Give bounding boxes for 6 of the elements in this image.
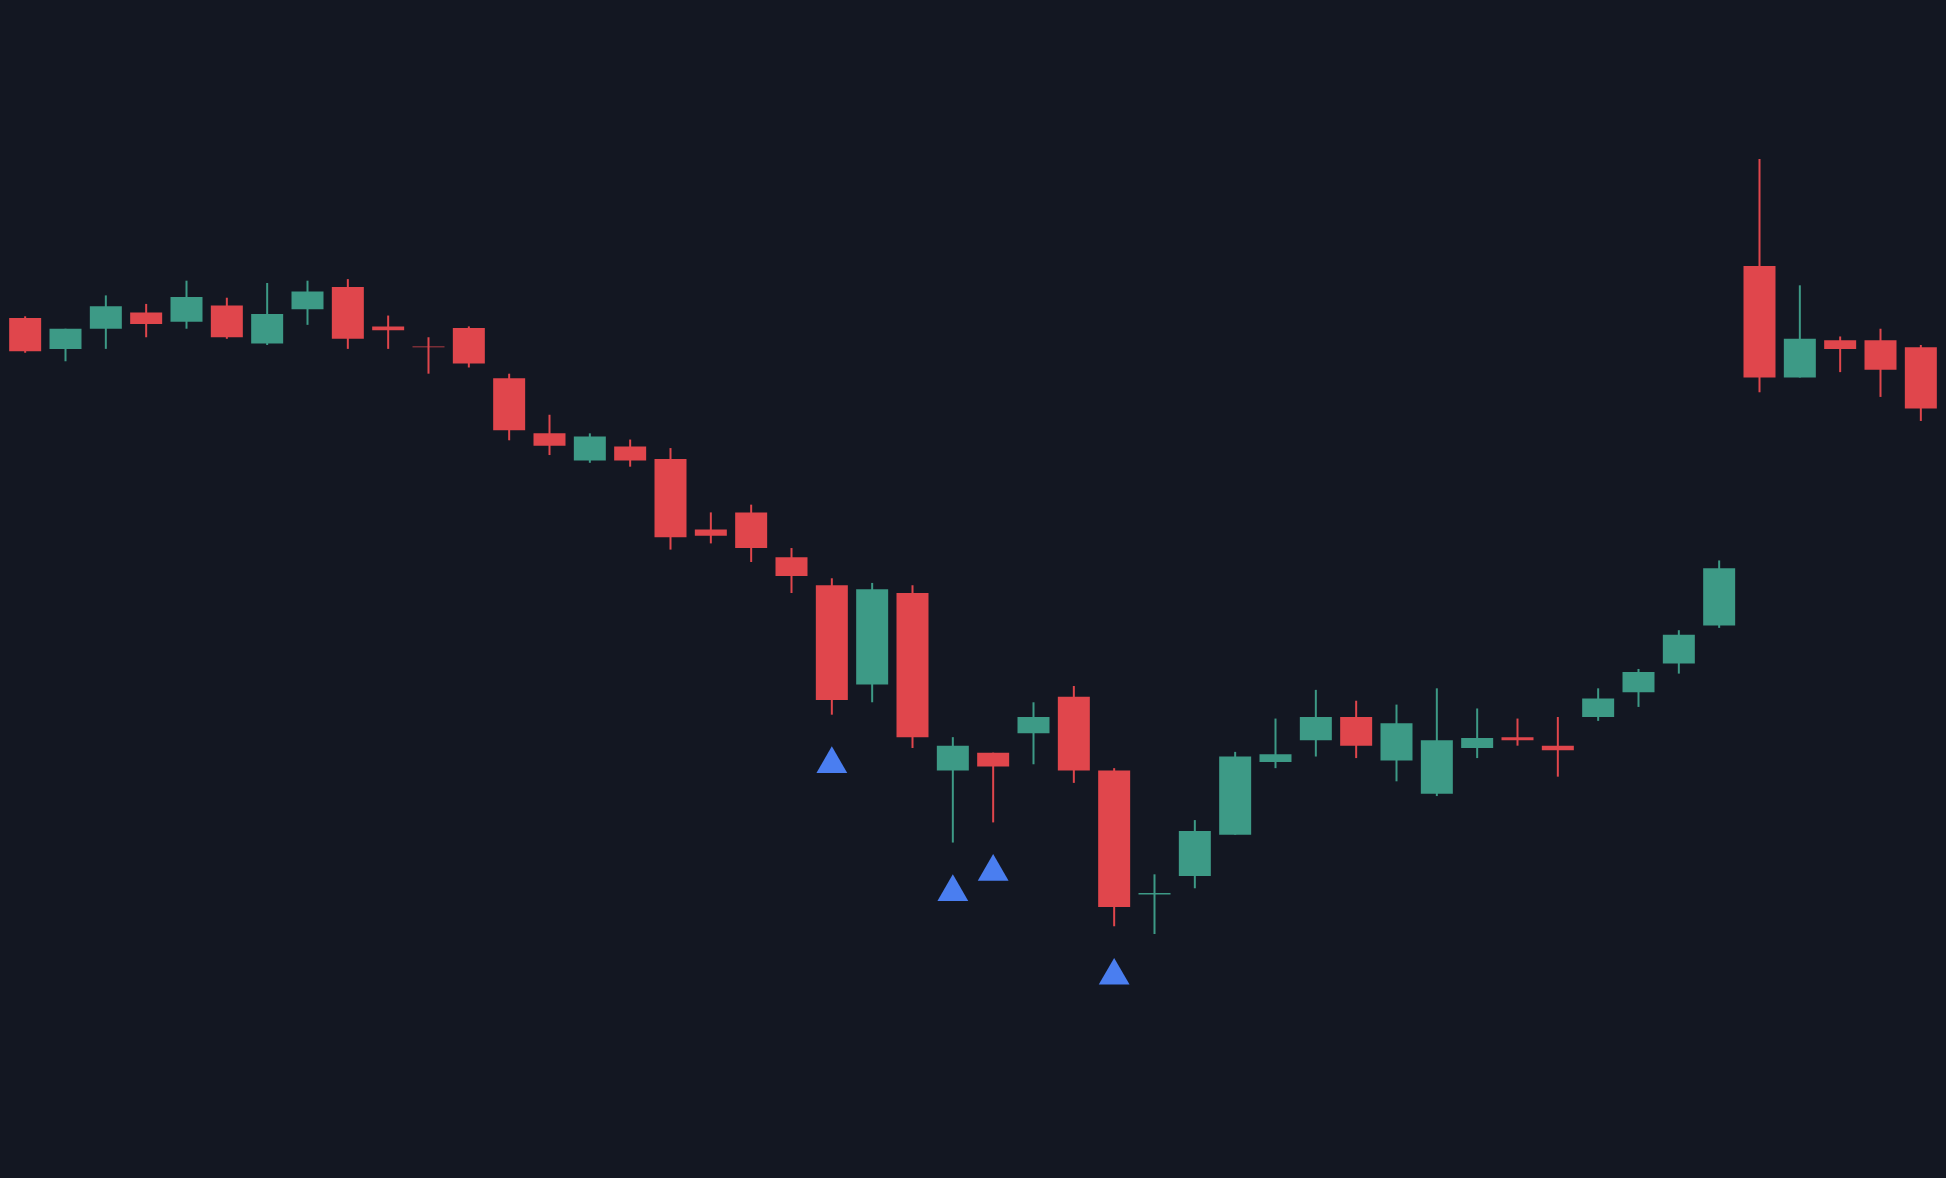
candlestick [1501, 717, 1534, 747]
candlestick [1824, 335, 1857, 374]
candlestick [694, 511, 727, 545]
candlestick [1461, 707, 1494, 760]
candlestick [1259, 717, 1292, 770]
candlestick [372, 314, 405, 350]
